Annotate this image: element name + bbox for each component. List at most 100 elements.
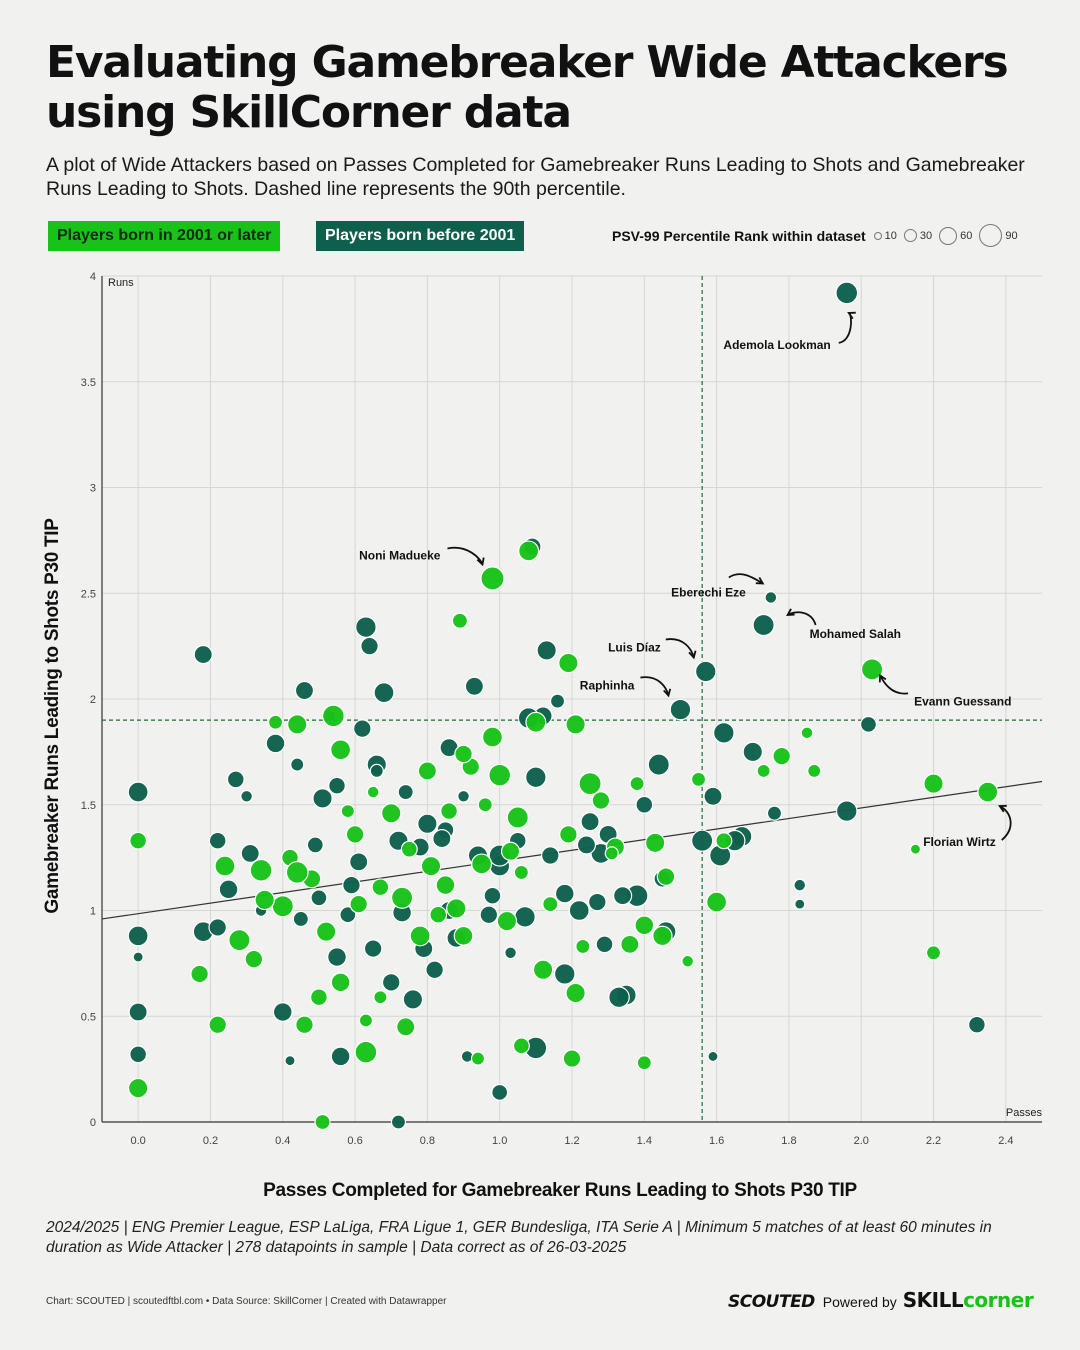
skillcorner-logo-corner: corner: [963, 1288, 1034, 1312]
point-old: [794, 898, 806, 910]
skillcorner-logo-skill: SKILL: [902, 1288, 964, 1312]
x-tick-label: 1.4: [637, 1135, 652, 1147]
point-young: [807, 763, 822, 779]
point-young: [349, 894, 368, 914]
annotation-label: Florian Wirtz: [923, 835, 996, 849]
point-young: [575, 938, 591, 955]
point-young: [429, 905, 448, 924]
annotation-label: Eberechi Eze: [671, 585, 746, 599]
size-legend: PSV-99 Percentile Rank within dataset 10…: [612, 224, 1025, 247]
annotation-arrowhead-icon: [878, 673, 887, 683]
point-old: [525, 766, 547, 789]
point-old: [290, 757, 305, 772]
point-young: [345, 825, 365, 844]
x-tick-label: 1.6: [709, 1135, 724, 1147]
point-old: [369, 763, 384, 779]
annotation-arrow-icon: [999, 805, 1012, 841]
point-young: [127, 1077, 149, 1099]
point-young: [446, 898, 467, 919]
annotation-arrowhead-icon: [476, 557, 485, 567]
point-young: [518, 540, 540, 562]
point-old: [694, 660, 717, 683]
player-annotations: Ademola Lookman Noni Madueke Eberechi Eze M…: [359, 311, 1012, 849]
point-young: [451, 612, 469, 629]
point-old: [339, 906, 357, 924]
point-old: [327, 947, 347, 967]
point-old: [284, 1055, 296, 1067]
annotation-label: Ademola Lookman: [723, 338, 830, 352]
point-old: [635, 795, 654, 814]
point-old: [608, 986, 630, 1009]
point-old: [417, 813, 438, 834]
scouted-logo: SCOUTED: [728, 1292, 815, 1312]
point-old: [349, 852, 369, 872]
point-old: [208, 831, 227, 850]
point-young: [396, 1017, 416, 1037]
point-young: [315, 921, 337, 942]
point-young: [366, 785, 380, 799]
point-old: [328, 776, 346, 795]
point-old: [310, 889, 328, 907]
point-young: [542, 896, 559, 913]
point-old: [294, 680, 315, 701]
annotation-label: Noni Madueke: [359, 548, 441, 562]
legend-young-badge: Players born in 2001 or later: [48, 221, 281, 251]
point-young: [909, 843, 922, 855]
point-young: [254, 889, 275, 911]
size-legend-circle-icon: [903, 229, 917, 242]
point-young: [481, 726, 503, 748]
point-old: [541, 846, 560, 865]
point-young: [506, 806, 529, 829]
size-legend-value: 30: [919, 229, 933, 242]
point-old: [342, 875, 361, 895]
point-young: [321, 704, 345, 728]
point-old: [457, 789, 470, 803]
y-axis-title: Gamebreaker Runs Leading to Shots P30 TI…: [42, 518, 63, 914]
point-young: [208, 1015, 227, 1035]
point-old: [129, 1045, 148, 1064]
point-old: [127, 781, 149, 803]
point-old: [766, 805, 783, 821]
point-old: [859, 715, 877, 733]
size-legend-value: 90: [1005, 229, 1018, 242]
footer-note: 2024/2025 | ENG Premier League, ESP LaLi…: [46, 1219, 992, 1256]
brand-logos: SCOUTED Powered by SKILL corner: [728, 1288, 1034, 1312]
point-old: [968, 1015, 986, 1034]
point-old: [742, 741, 763, 763]
point-old: [549, 693, 566, 709]
point-old: [292, 910, 309, 928]
point-young: [800, 726, 814, 740]
annotation-arrow-icon: [879, 674, 909, 695]
point-old: [588, 892, 607, 912]
data-points: [127, 281, 999, 1131]
point-young: [470, 1051, 486, 1066]
size-legend-item-60: 60: [939, 226, 972, 245]
scatter-chart: 0.0 0.2 0.4 0.6 0.8 1.0 1.2 1.4 1.6 1.8 2.0 2.2 2.4 0…: [81, 271, 1043, 1147]
y-tick-label: 2: [90, 694, 96, 706]
point-young: [310, 988, 328, 1007]
point-young: [532, 959, 554, 980]
point-old: [669, 698, 692, 721]
x-tick-label: 1.8: [781, 1135, 796, 1147]
annotation-arrowhead-icon: [663, 688, 672, 698]
annotation-label: Raphinha: [580, 679, 635, 693]
annotation-arrow-icon: [447, 546, 484, 565]
point-young: [715, 832, 733, 850]
point-old: [554, 883, 575, 904]
point-young: [604, 846, 619, 861]
point-young: [860, 658, 884, 681]
point-young: [330, 972, 351, 993]
point-old: [272, 1002, 293, 1022]
point-old: [397, 783, 414, 801]
point-old: [306, 836, 324, 854]
x-tick-label: 1.0: [492, 1135, 507, 1147]
x-tick-label: 0.2: [203, 1135, 218, 1147]
annotation-arrow-icon: [728, 573, 764, 585]
point-young: [512, 1037, 530, 1055]
point-old: [363, 939, 383, 958]
point-young: [285, 861, 309, 884]
size-legend-label: PSV-99 Percentile Rank within dataset: [612, 227, 866, 244]
point-old: [576, 835, 597, 855]
point-young: [525, 711, 547, 733]
point-old: [514, 906, 536, 928]
